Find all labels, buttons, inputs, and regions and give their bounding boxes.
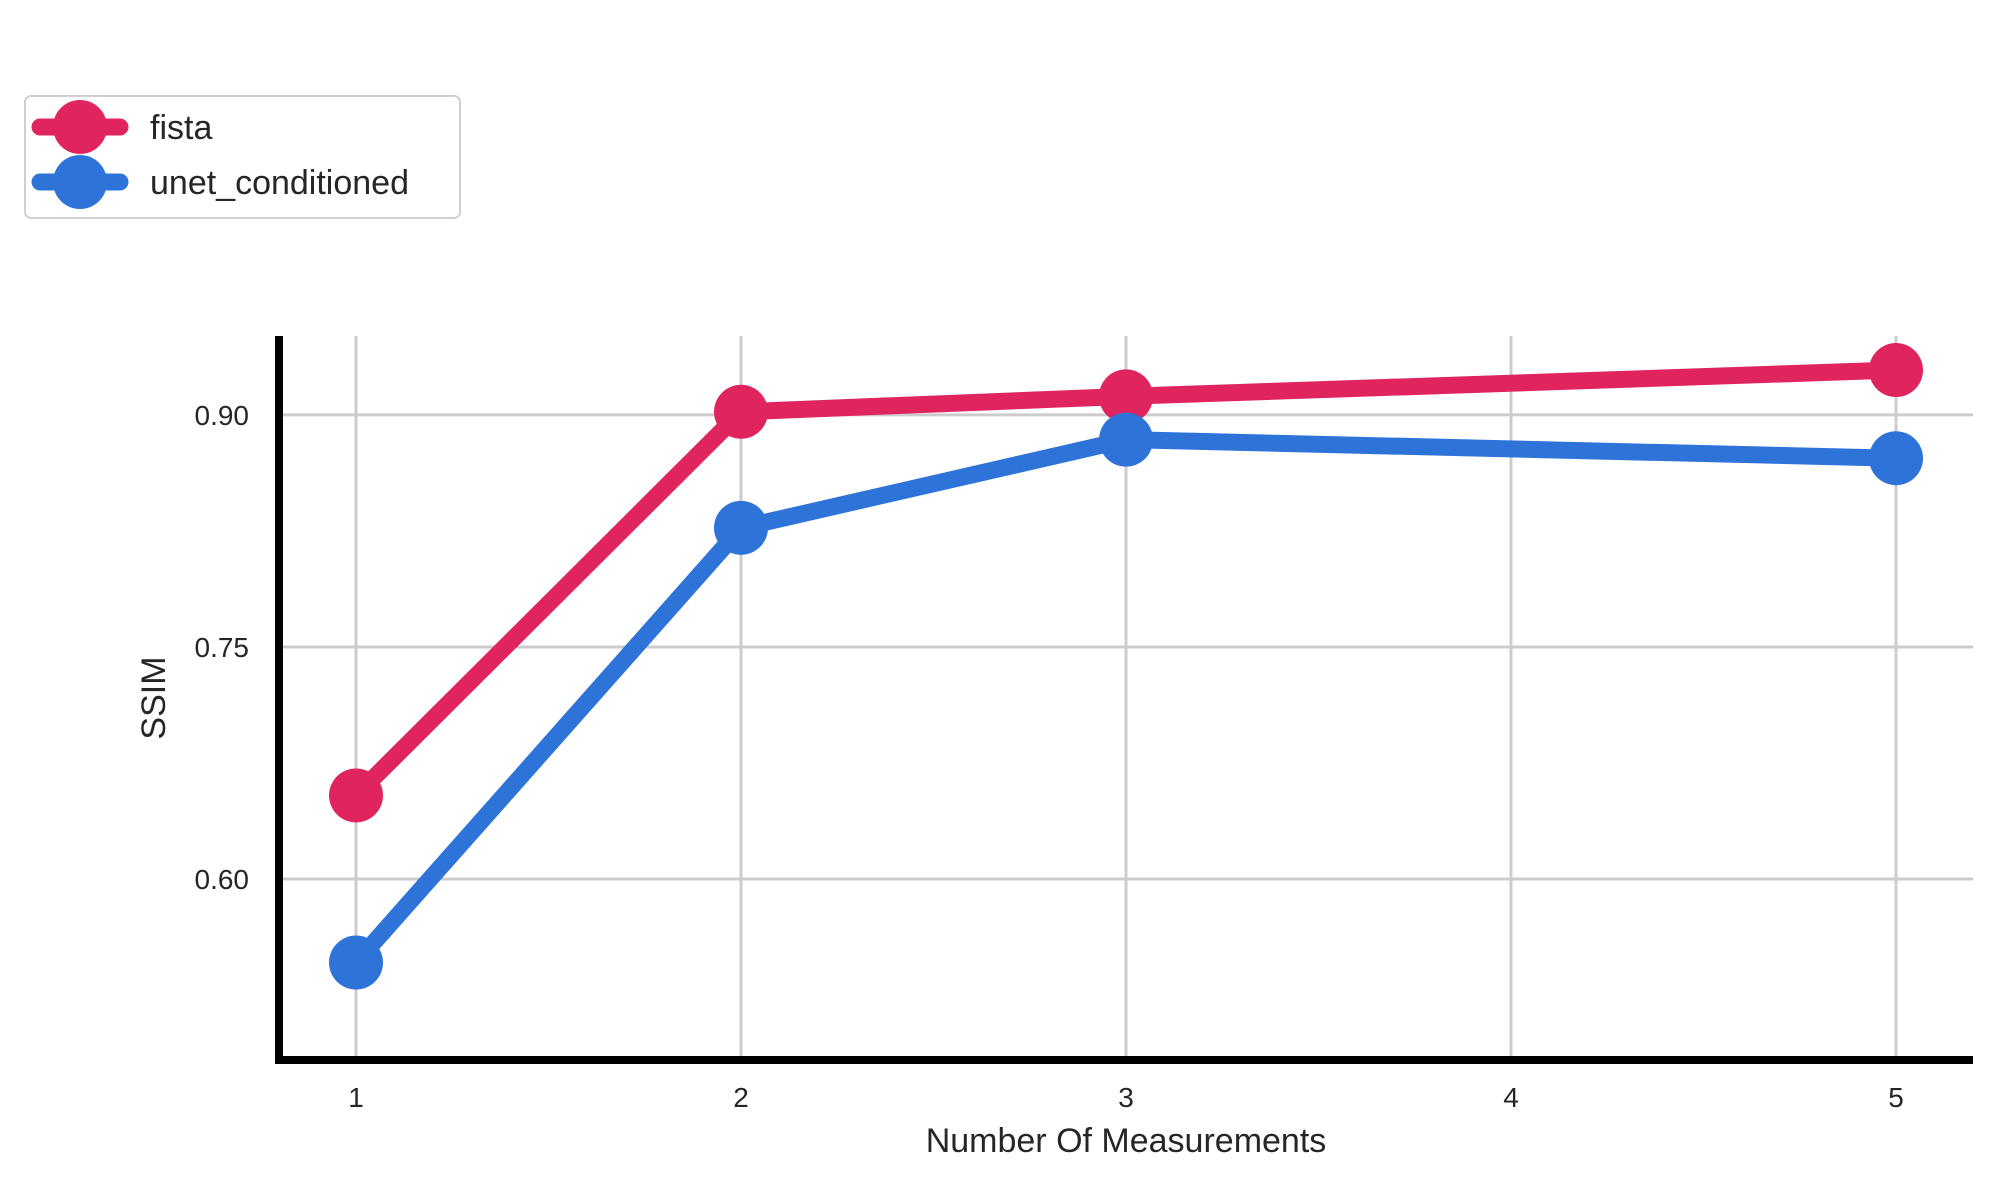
y-tick-label: 0.90 [195,400,250,431]
series-line [347,431,1905,972]
axes [275,336,1973,1064]
data-point [714,384,768,439]
x-axis-title: Number Of Measurements [926,1122,1327,1160]
data-point [1869,343,1923,398]
legend-entry: unet_conditioned [31,155,409,209]
series-fista [329,343,1923,823]
data-point [714,500,768,555]
series-layer [329,343,1923,990]
x-tick-label: 1 [348,1082,364,1113]
tick-labels: 1 2 3 4 5 0.60 0.75 0.90 [195,400,1904,1113]
series-unet-conditioned [329,412,1923,990]
legend: fista unet_conditioned [24,95,461,219]
data-point [1099,369,1153,424]
y-axis-title: SSIM [135,656,173,739]
legend-marker [53,100,107,154]
x-tick-label: 3 [1118,1082,1134,1113]
legend-marker [53,155,107,209]
data-point [1869,431,1923,486]
legend-label: fista [150,109,212,147]
data-point [1099,412,1153,467]
data-point [329,768,383,823]
y-tick-label: 0.60 [195,864,250,895]
data-point [329,935,383,990]
x-tick-label: 4 [1503,1082,1519,1113]
x-tick-label: 5 [1888,1082,1904,1113]
x-tick-label: 2 [733,1082,749,1113]
series-line [347,361,1905,804]
legend-label: unet_conditioned [150,164,409,202]
legend-frame [24,95,461,219]
legend-entry: fista [31,100,212,154]
y-tick-label: 0.75 [195,632,250,663]
